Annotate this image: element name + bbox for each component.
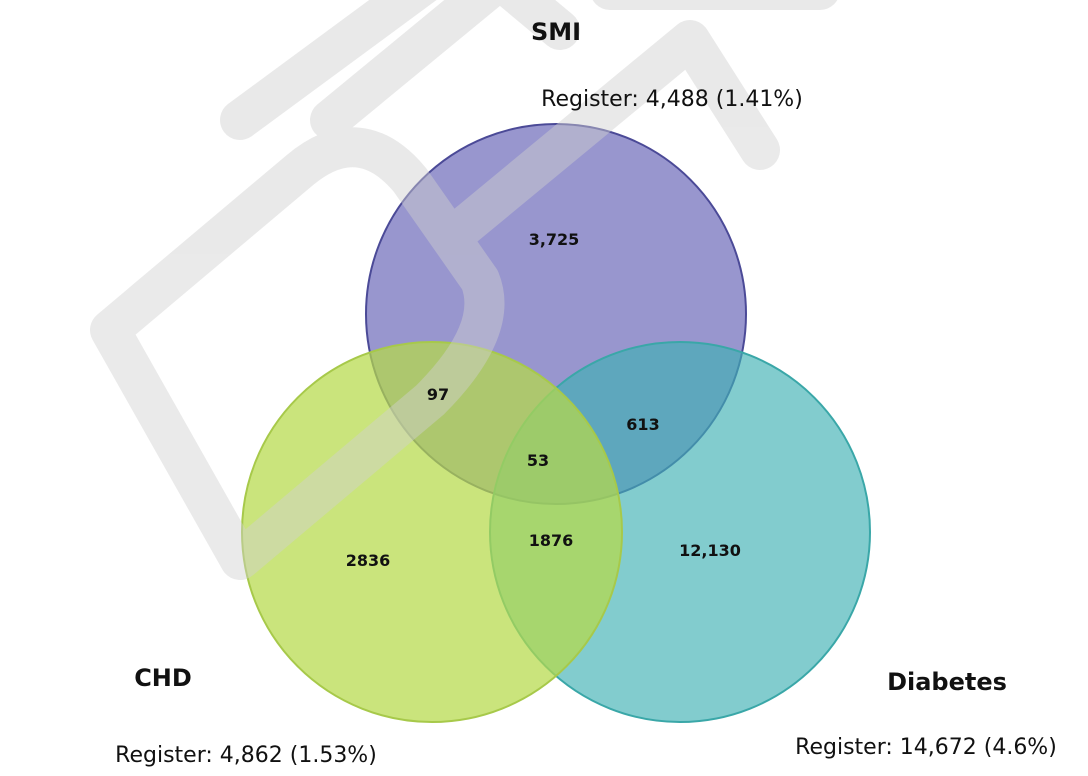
chd-register: Register: 4,862 (1.53%) <box>115 743 377 768</box>
smi-title: SMI <box>531 18 581 46</box>
chd-title: CHD <box>134 664 192 692</box>
diabetes-register: Register: 14,672 (4.6%) <box>795 735 1057 760</box>
smi-register: Register: 4,488 (1.41%) <box>541 87 803 112</box>
diabetes-title: Diabetes <box>887 668 1007 696</box>
region-smi-diabetes: 613 <box>626 415 659 434</box>
region-all-three: 53 <box>527 451 549 470</box>
region-smi-chd: 97 <box>427 385 449 404</box>
chd-circle <box>241 341 623 723</box>
region-chd-only: 2836 <box>346 551 391 570</box>
draft-watermark <box>90 0 838 580</box>
region-diabetes-only: 12,130 <box>679 541 741 560</box>
region-smi-only: 3,725 <box>529 230 580 249</box>
region-chd-diabetes: 1876 <box>529 531 574 550</box>
